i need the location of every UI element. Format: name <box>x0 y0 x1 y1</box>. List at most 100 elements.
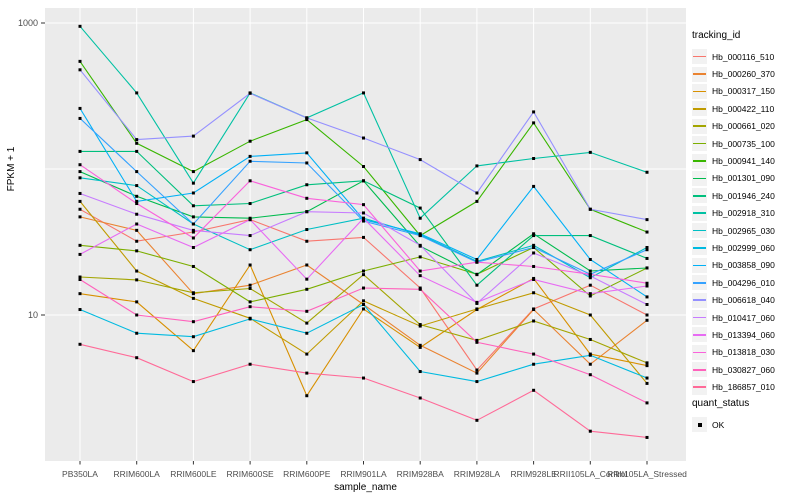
data-point <box>475 191 479 195</box>
data-point <box>135 202 139 206</box>
data-point <box>362 165 365 169</box>
data-point <box>78 163 82 167</box>
legend-key-swatch <box>692 379 707 395</box>
legend-line-icon <box>693 90 706 93</box>
data-point <box>475 368 479 372</box>
data-point <box>78 207 82 211</box>
legend-item-Hb_002965_030: Hb_002965_030 <box>692 222 798 239</box>
y-tick-label: 10 <box>28 310 38 320</box>
data-point <box>475 260 479 264</box>
data-point <box>418 274 422 278</box>
data-point <box>645 303 649 307</box>
data-point <box>135 170 139 174</box>
data-point <box>248 317 252 321</box>
legend-item-label: Hb_006618_040 <box>712 295 775 306</box>
data-point <box>645 218 649 222</box>
legend-item-Hb_000317_150: Hb_000317_150 <box>692 83 798 100</box>
data-point <box>645 401 649 405</box>
data-point <box>418 345 422 349</box>
legend-key-swatch <box>692 101 707 117</box>
legend-key-swatch <box>692 310 707 326</box>
legend-line-icon <box>693 351 706 354</box>
data-point <box>645 256 649 260</box>
data-point <box>645 361 649 365</box>
data-point <box>475 273 479 277</box>
data-point <box>475 307 479 311</box>
x-tick-label: RRIM600LE <box>170 469 217 479</box>
data-point <box>248 362 252 366</box>
legend-item-Hb_000661_020: Hb_000661_020 <box>692 118 798 135</box>
data-point <box>305 118 309 122</box>
x-tick-label: RRIM928LA <box>454 469 501 479</box>
data-point <box>248 234 252 238</box>
data-point <box>418 234 422 238</box>
data-point <box>532 243 536 247</box>
data-point <box>645 248 649 252</box>
data-point <box>248 159 252 163</box>
data-point <box>588 429 592 433</box>
legend-line-icon <box>693 125 706 128</box>
data-point <box>248 179 252 183</box>
data-point <box>588 294 592 298</box>
data-point <box>588 272 592 276</box>
data-point <box>78 170 82 174</box>
data-point <box>588 362 592 366</box>
data-point <box>135 278 139 282</box>
legend-item-Hb_006618_040: Hb_006618_040 <box>692 291 798 308</box>
legend-item-label: Hb_010417_060 <box>712 312 775 323</box>
data-point <box>532 251 536 255</box>
legend-key-swatch <box>692 417 707 433</box>
legend-line-icon <box>693 212 706 214</box>
x-tick-label: RRIM928BA <box>397 469 445 479</box>
data-point <box>135 184 139 188</box>
data-point <box>645 364 649 368</box>
legend-item-label: Hb_001301_090 <box>712 173 775 184</box>
legend-line-icon <box>693 281 706 284</box>
data-point <box>248 305 252 309</box>
data-point <box>135 249 139 253</box>
data-point <box>475 199 479 203</box>
data-point <box>588 276 592 280</box>
legend-key-swatch <box>692 49 707 65</box>
legend-line-icon <box>693 386 706 388</box>
legend-line-icon <box>693 73 706 75</box>
legend-line-icon <box>693 142 706 145</box>
data-point <box>135 228 139 232</box>
data-point <box>418 255 422 259</box>
legend-item-Hb_001301_090: Hb_001301_090 <box>692 170 798 187</box>
data-point <box>248 154 252 158</box>
data-point <box>588 207 592 211</box>
legend-item-Hb_003858_090: Hb_003858_090 <box>692 257 798 274</box>
legend-item-Hb_000735_100: Hb_000735_100 <box>692 135 798 152</box>
legend-key-swatch <box>692 205 707 221</box>
data-point <box>362 219 365 223</box>
data-point <box>532 110 536 114</box>
data-point <box>532 319 536 323</box>
data-point <box>645 376 649 380</box>
legend-item-Hb_030827_060: Hb_030827_060 <box>692 361 798 378</box>
x-tick-label: RRIM600LA <box>114 469 161 479</box>
data-point <box>645 318 649 322</box>
data-point <box>362 286 365 290</box>
data-point <box>305 321 309 325</box>
data-point <box>135 149 139 153</box>
data-point <box>645 381 649 385</box>
data-point <box>78 116 82 120</box>
data-point <box>645 435 649 439</box>
data-point <box>191 291 195 295</box>
data-point <box>135 141 139 145</box>
legend-item-Hb_013818_030: Hb_013818_030 <box>692 344 798 361</box>
data-point <box>362 235 365 239</box>
legend-item-Hb_013394_060: Hb_013394_060 <box>692 326 798 343</box>
data-point <box>191 264 195 268</box>
legend-key-swatch <box>692 66 707 82</box>
data-point <box>588 283 592 287</box>
legend-quant-item-list: OK <box>692 416 798 433</box>
legend-key-swatch <box>692 83 707 99</box>
data-point <box>418 216 422 220</box>
data-point <box>78 176 82 180</box>
data-point <box>191 245 195 249</box>
data-point <box>78 292 82 296</box>
legend-item-label: Hb_000260_370 <box>712 69 775 80</box>
data-point <box>191 222 195 226</box>
